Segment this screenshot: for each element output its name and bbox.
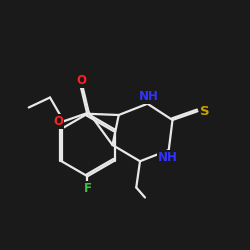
Text: NH: NH (139, 90, 159, 103)
Text: F: F (84, 182, 92, 195)
Text: O: O (76, 74, 86, 87)
Text: O: O (53, 115, 63, 128)
Text: NH: NH (158, 151, 178, 164)
Text: S: S (200, 105, 209, 118)
